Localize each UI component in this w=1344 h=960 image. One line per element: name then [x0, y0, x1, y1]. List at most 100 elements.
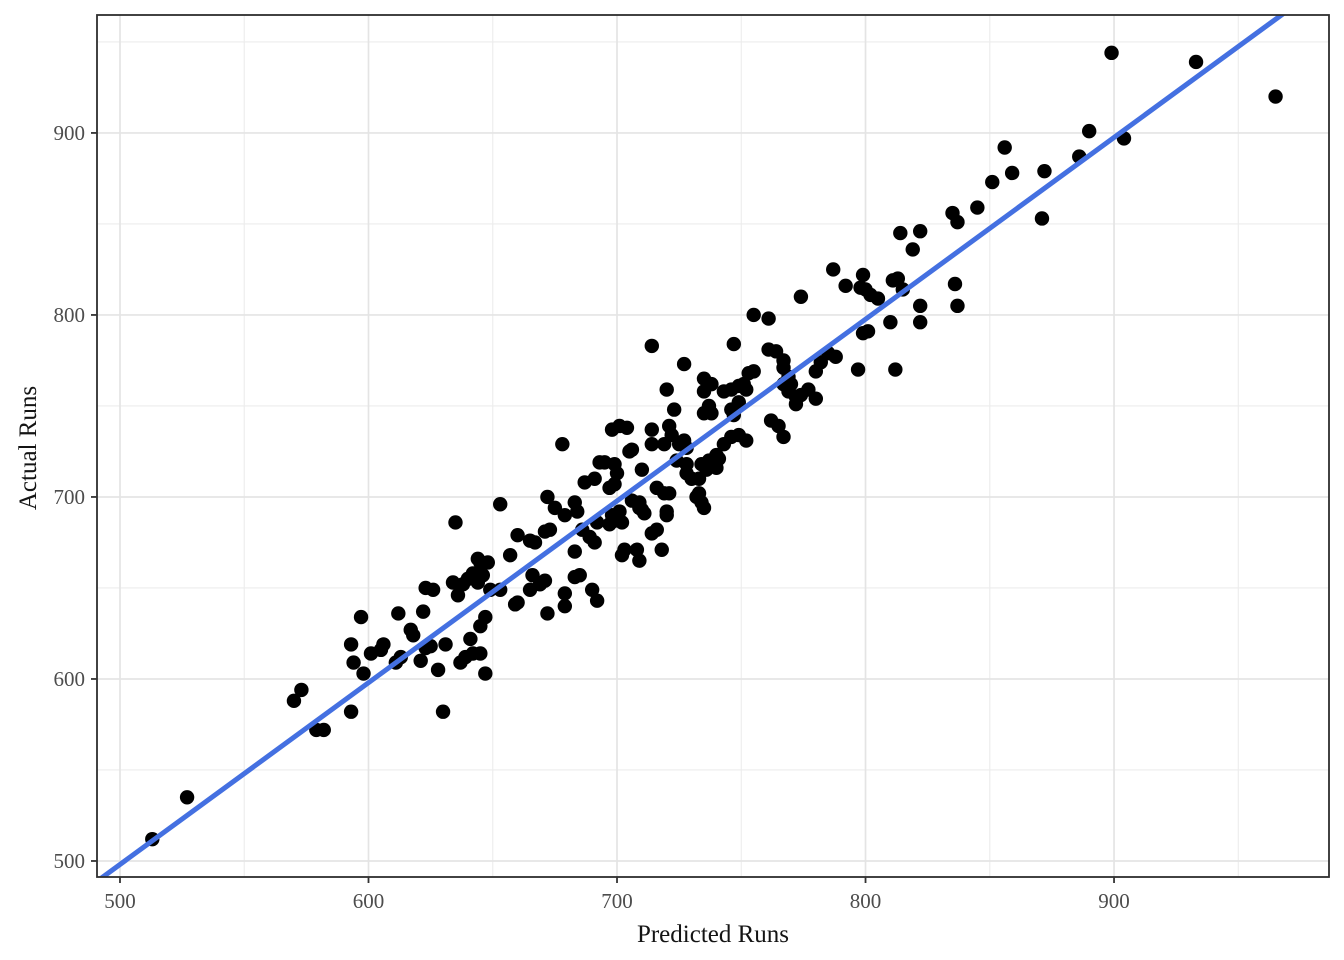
data-point — [415, 604, 431, 619]
data-point — [761, 311, 776, 326]
data-point — [912, 315, 928, 330]
data-point — [912, 298, 928, 314]
data-point — [905, 242, 920, 257]
data-point — [644, 422, 660, 437]
data-point — [649, 522, 664, 537]
data-point — [637, 506, 652, 521]
data-point — [860, 324, 876, 339]
data-point — [888, 362, 903, 377]
y-tick-label: 900 — [54, 121, 86, 145]
data-point — [448, 515, 463, 530]
data-point — [584, 582, 600, 597]
data-point — [316, 722, 331, 738]
data-point — [746, 364, 761, 379]
data-point — [1004, 165, 1020, 181]
data-point — [793, 289, 809, 304]
data-point — [557, 598, 573, 614]
data-point — [604, 507, 620, 523]
data-point — [587, 535, 602, 550]
data-point — [555, 436, 570, 452]
x-tick-label: 600 — [353, 889, 385, 913]
data-point — [527, 535, 543, 550]
data-point — [406, 628, 421, 643]
data-point — [883, 315, 898, 330]
data-point — [1268, 89, 1283, 104]
data-point — [502, 548, 518, 563]
data-point — [438, 637, 453, 652]
trend-line — [98, 15, 1286, 877]
data-point — [547, 500, 563, 516]
y-tick-label: 800 — [54, 303, 86, 327]
x-tick-label: 700 — [601, 889, 633, 913]
data-point — [587, 471, 602, 486]
data-point — [739, 382, 754, 397]
data-point — [654, 542, 669, 557]
data-point — [614, 515, 630, 530]
data-point — [828, 349, 843, 365]
data-point — [614, 548, 630, 563]
data-point — [589, 593, 605, 608]
data-point — [850, 362, 866, 377]
data-point — [353, 609, 369, 625]
data-point — [567, 544, 582, 559]
data-point — [659, 382, 674, 397]
data-point — [540, 489, 555, 505]
data-point — [294, 682, 309, 698]
data-point — [413, 653, 428, 668]
data-point — [783, 376, 799, 392]
data-point — [634, 462, 650, 477]
data-point — [179, 790, 195, 805]
data-point — [659, 507, 674, 523]
data-point — [473, 646, 488, 661]
data-point — [970, 200, 985, 215]
data-point — [557, 507, 573, 523]
data-point — [425, 582, 441, 597]
data-point — [619, 420, 635, 435]
data-point — [691, 486, 707, 501]
data-point — [950, 214, 965, 230]
data-point — [947, 276, 963, 292]
data-point — [343, 637, 359, 652]
data-point — [1037, 163, 1052, 179]
data-point — [570, 504, 585, 519]
data-point — [696, 500, 712, 516]
data-point — [1034, 211, 1050, 226]
data-point — [450, 588, 466, 603]
data-point — [557, 586, 573, 601]
data-point — [493, 497, 508, 512]
data-point — [609, 466, 625, 481]
data-point — [696, 384, 712, 399]
data-point — [430, 662, 446, 678]
data-point — [632, 553, 647, 568]
data-point — [629, 542, 645, 557]
data-point — [950, 298, 965, 314]
y-tick-label: 600 — [54, 667, 86, 691]
data-point — [739, 433, 754, 448]
data-point — [855, 267, 871, 283]
data-point — [694, 457, 709, 472]
data-point — [1081, 123, 1097, 139]
data-point — [664, 427, 679, 443]
data-point — [1188, 54, 1204, 70]
data-point — [537, 573, 553, 588]
data-point — [346, 655, 361, 670]
data-point — [826, 262, 841, 277]
x-tick-label: 900 — [1098, 889, 1130, 913]
data-point — [624, 442, 640, 457]
data-point — [463, 631, 478, 647]
data-point — [356, 666, 371, 681]
data-point — [771, 418, 786, 434]
data-point — [644, 436, 660, 452]
data-point — [676, 356, 692, 372]
data-point — [890, 271, 906, 286]
data-point — [572, 568, 587, 583]
data-point — [709, 460, 724, 476]
x-tick-label: 500 — [104, 889, 136, 913]
data-point — [475, 568, 491, 583]
data-point — [666, 402, 682, 417]
data-point — [604, 422, 620, 437]
panel-border — [96, 14, 1330, 878]
data-point — [343, 704, 359, 719]
